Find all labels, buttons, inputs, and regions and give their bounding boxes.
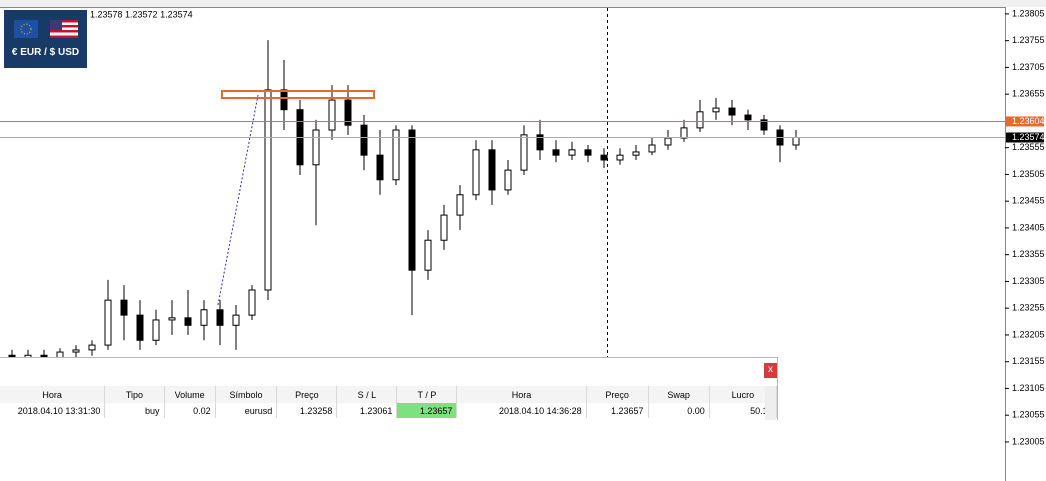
column-header[interactable]: Preço [276, 386, 338, 403]
candle-body [248, 289, 256, 316]
symbol-label: € EUR / $ USD [11, 47, 80, 58]
y-tick-label: 1.23205 [1012, 329, 1045, 339]
y-tick-label: 1.23655 [1012, 89, 1045, 99]
price-label-box [1006, 132, 1044, 143]
column-header[interactable]: Volume [164, 386, 216, 403]
cell: 0.02 [164, 403, 216, 418]
candle-body [344, 99, 352, 126]
candle-body [696, 111, 704, 129]
column-header[interactable]: Símbolo [215, 386, 278, 403]
y-tick-label: 1.23105 [1012, 383, 1045, 393]
candle-body [584, 149, 592, 156]
column-header[interactable]: T / P [396, 386, 458, 403]
candle-body [536, 134, 544, 151]
y-tick-label: 1.23255 [1012, 303, 1045, 313]
candle-body [456, 194, 464, 216]
candle-body [152, 319, 160, 341]
cell: 1.23258 [276, 403, 338, 418]
column-header[interactable]: Tipo [104, 386, 165, 403]
candle-body [312, 129, 320, 166]
candle-body [392, 129, 400, 181]
cell: 2018.04.10 14:36:28 [456, 403, 587, 418]
y-tick-label: 1.23355 [1012, 249, 1045, 259]
cell: 2018.04.10 13:31:30 [0, 403, 106, 418]
candle-body [728, 107, 736, 116]
candle-body [104, 299, 112, 346]
y-tick-label: 1.23305 [1012, 276, 1045, 286]
cell: 1.23657 [396, 403, 458, 418]
column-header[interactable]: Hora [456, 386, 587, 403]
y-tick-label: 1.23755 [1012, 35, 1045, 45]
y-tick-label: 1.23405 [1012, 222, 1045, 232]
ohlc-info: 1.23578 1.23572 1.23574 [90, 9, 193, 19]
candle-body [88, 344, 96, 351]
toolbar [0, 0, 1046, 7]
y-tick-label: 1.23155 [1012, 356, 1045, 366]
candle-body [472, 149, 480, 196]
candle-body [520, 134, 528, 171]
candle-body [648, 144, 656, 153]
candle-body [568, 149, 576, 156]
candle-body [600, 154, 608, 161]
flags [14, 20, 78, 38]
symbol-logo: € EUR / $ USD [4, 10, 87, 68]
column-header[interactable]: Preço [586, 386, 649, 403]
candle-body [232, 314, 240, 326]
candle-body [280, 89, 288, 111]
highlight-box [221, 90, 375, 99]
candle-body [440, 214, 448, 241]
candle-body [424, 239, 432, 271]
candle-body [216, 309, 224, 326]
y-tick-label: 1.23505 [1012, 169, 1045, 179]
candle-body [328, 99, 336, 131]
cell: 0.00 [648, 403, 710, 418]
y-tick-label: 1.23055 [1012, 410, 1045, 420]
candle-body [168, 317, 176, 321]
cell: 1.23061 [336, 403, 398, 418]
y-tick-label: 1.23005 [1012, 436, 1045, 446]
candle-body [616, 154, 624, 161]
candle-body [184, 317, 192, 326]
candle-body [792, 137, 800, 146]
candle-body [680, 127, 688, 139]
candle-body [264, 89, 272, 291]
candle-body [200, 309, 208, 326]
close-button[interactable]: x [764, 363, 777, 378]
candle-body [632, 151, 640, 156]
candle-body [504, 169, 512, 191]
column-header[interactable]: Hora [0, 386, 106, 403]
column-header[interactable]: Lucro [709, 386, 778, 403]
price-label-box [1006, 116, 1044, 127]
price-label: 1.23604 [1012, 116, 1045, 126]
candle-body [360, 124, 368, 156]
cell: buy [104, 403, 165, 418]
cell: eurusd [215, 403, 278, 418]
cell: 1.23657 [586, 403, 649, 418]
candle-body [136, 314, 144, 341]
y-tick-label: 1.23805 [1012, 8, 1045, 18]
candle-body [712, 107, 720, 113]
scrollbar[interactable] [765, 386, 776, 420]
candle-body [120, 299, 128, 316]
candle-body [488, 149, 496, 191]
y-tick-label: 1.23555 [1012, 142, 1045, 152]
y-tick-label: 1.23455 [1012, 196, 1045, 206]
candle-body [744, 114, 752, 121]
trade-line [217, 94, 259, 306]
price-label: 1.23574 [1012, 132, 1045, 142]
candle-body [664, 137, 672, 146]
y-tick-label: 1.23705 [1012, 62, 1045, 72]
column-header[interactable]: S / L [336, 386, 398, 403]
candle-body [376, 154, 384, 181]
candle-body [552, 149, 560, 156]
candle-body [760, 119, 768, 131]
candle-body [72, 349, 80, 353]
trade-row[interactable]: 2018.04.10 13:31:30 buy 0.02 eurusd 1.23258 1… [0, 403, 778, 418]
candle-body [408, 129, 416, 271]
column-header[interactable]: Swap [648, 386, 710, 403]
